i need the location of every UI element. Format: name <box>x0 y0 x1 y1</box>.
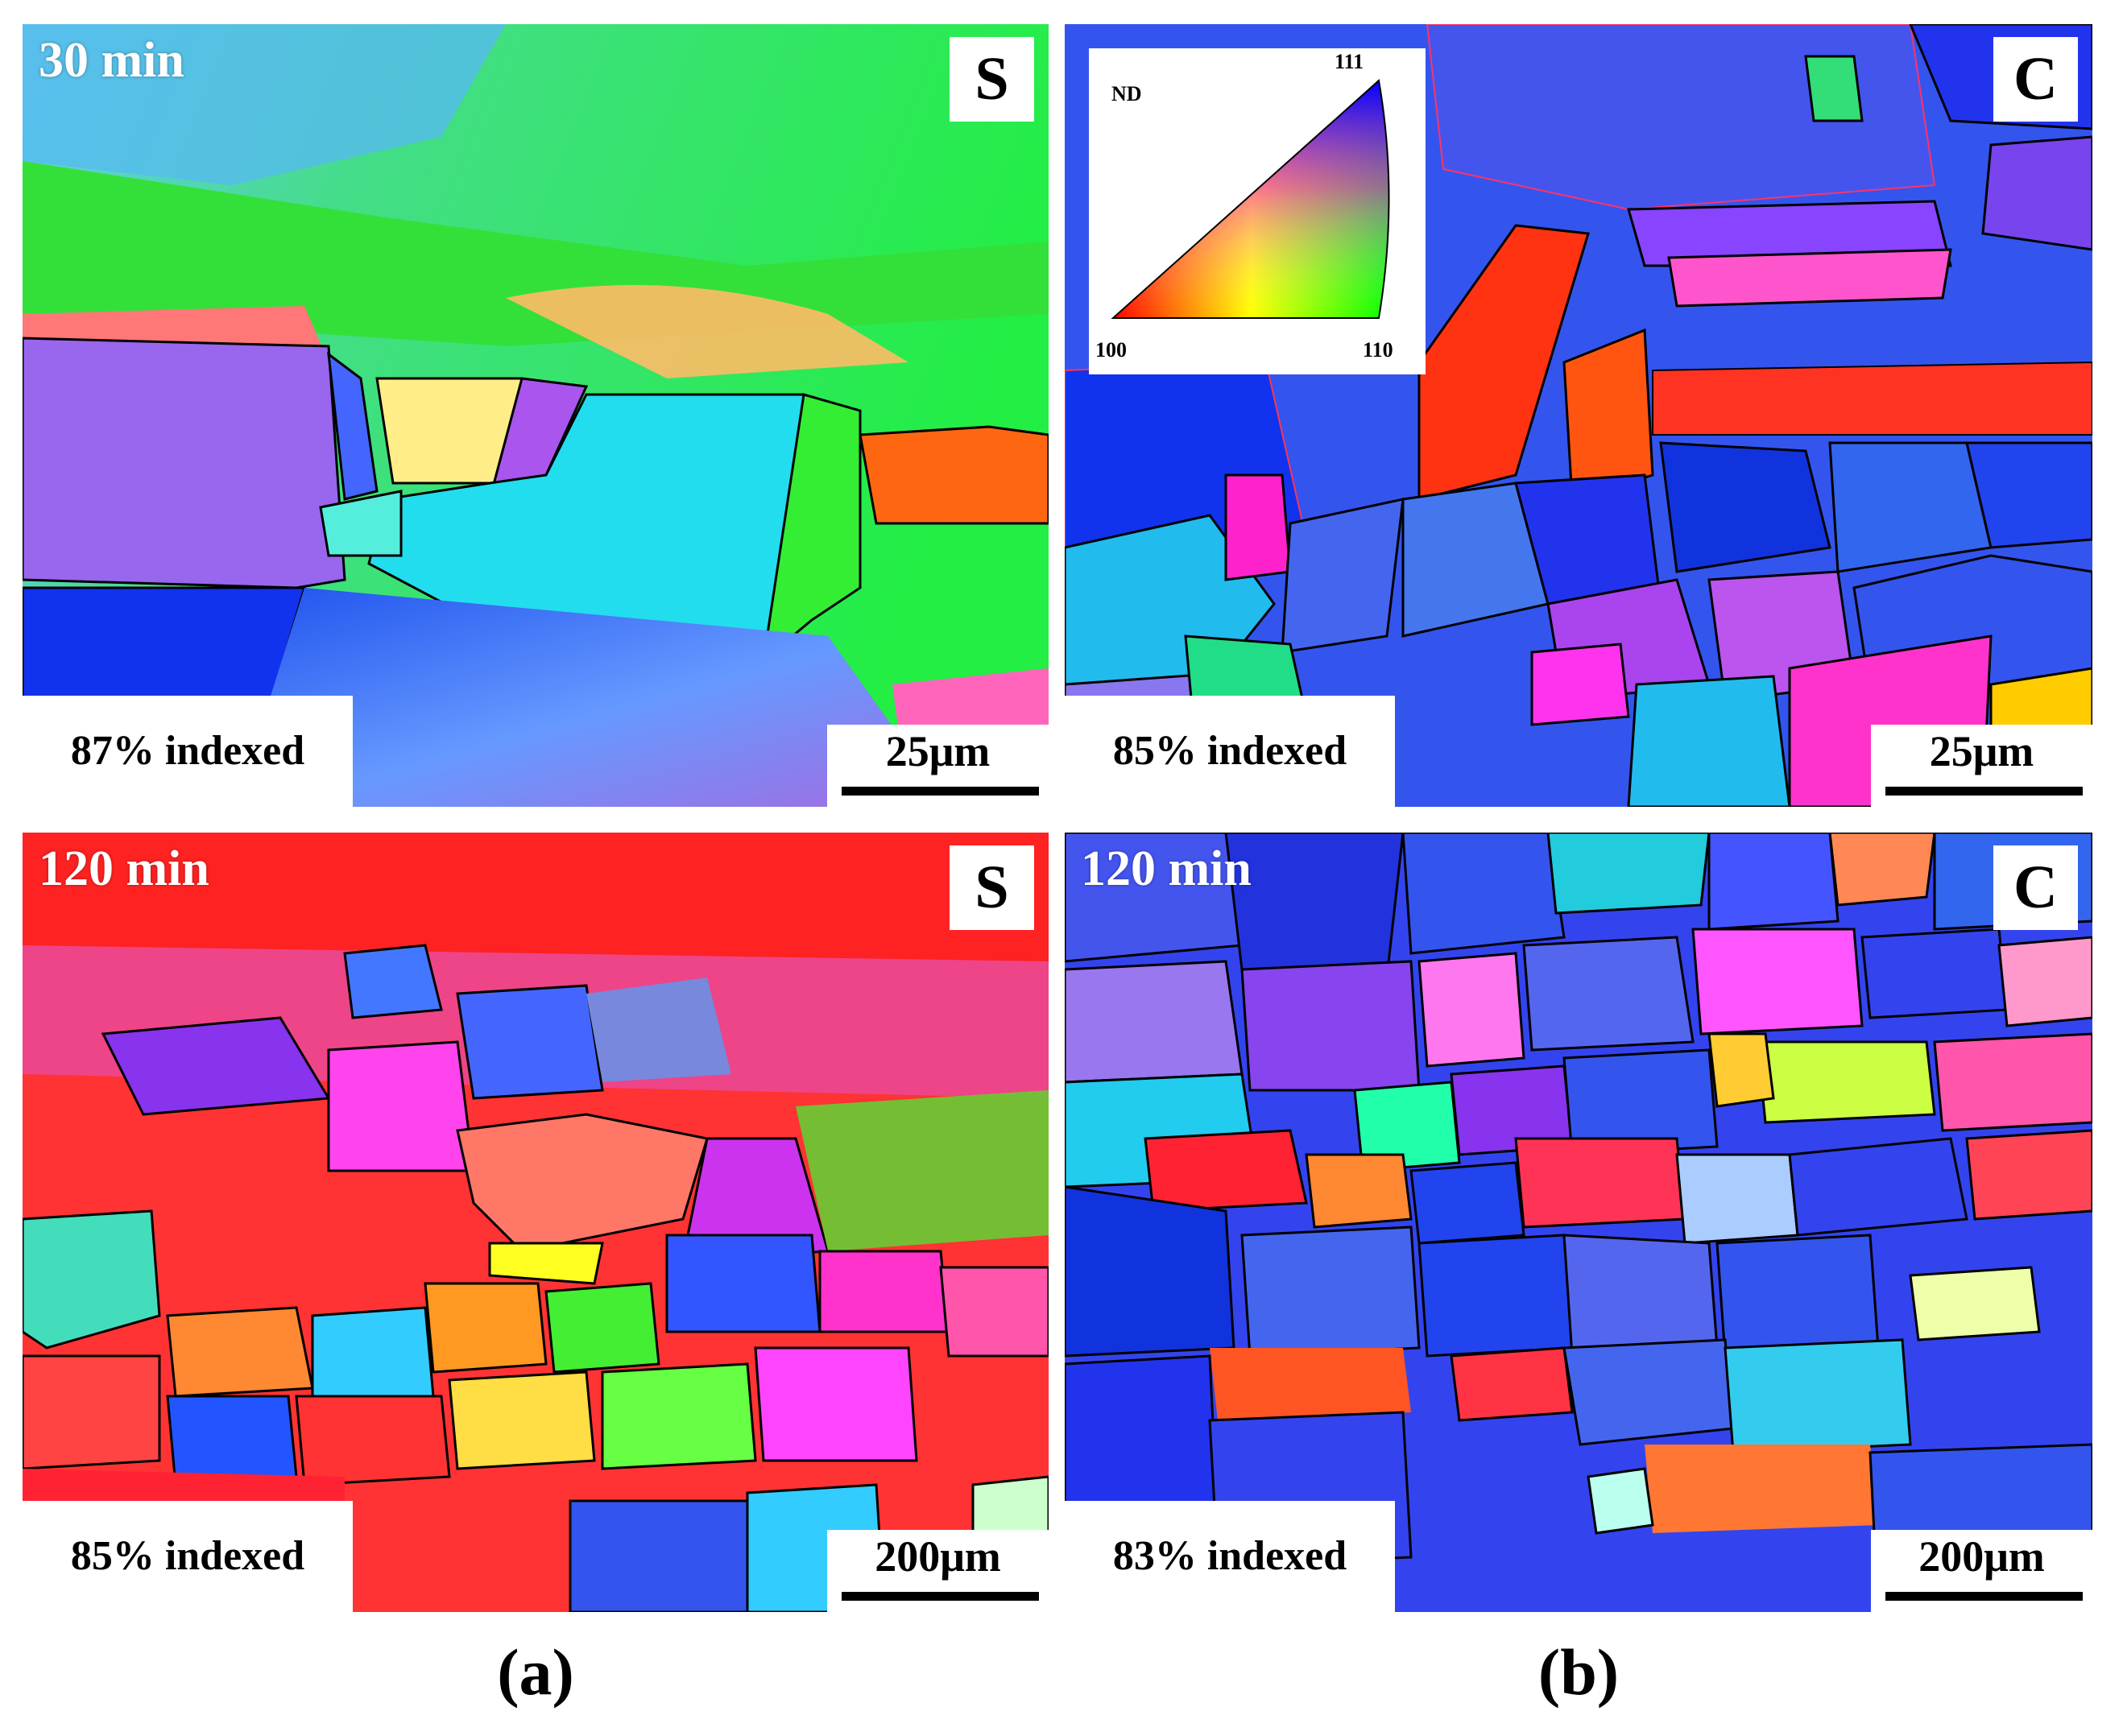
scale-bar: 200μm <box>827 1530 1049 1612</box>
scale-bar-line <box>842 1592 1039 1601</box>
section-letter: C <box>1993 845 2078 930</box>
ebsd-map-b-120min: 120 min C 83% indexed 200μm <box>1065 833 2092 1612</box>
indexed-percentage: 85% indexed <box>1065 696 1395 807</box>
ebsd-map-a-30min: 30 min S 87% indexed 25μm <box>23 24 1049 807</box>
scale-bar-label: 25μm <box>885 727 991 775</box>
orientation-map-image <box>1065 833 2092 1612</box>
orientation-map-image <box>23 833 1049 1612</box>
ipf-corner-111: 111 <box>1335 50 1364 73</box>
ebsd-map-a-120min: 120 min S 85% indexed 200μm <box>23 833 1049 1612</box>
ipf-triangle <box>1111 79 1390 319</box>
scale-bar-label: 25μm <box>1929 727 2034 775</box>
section-letter: C <box>1993 37 2078 122</box>
section-letter: S <box>950 37 1034 122</box>
ipf-color-legend: ND 111 100 110 <box>1089 48 1426 374</box>
scale-bar: 25μm <box>827 725 1049 807</box>
ipf-corner-110: 110 <box>1363 338 1393 362</box>
ebsd-map-b-30min: ND 111 100 110 C 85% indexed 25μm <box>1065 24 2092 807</box>
scale-bar: 25μm <box>1871 725 2092 807</box>
indexed-percentage: 85% indexed <box>23 1501 353 1612</box>
scale-bar-line <box>842 787 1039 796</box>
indexed-percentage: 83% indexed <box>1065 1501 1395 1612</box>
sub-figure-label-b: (b) <box>1537 1635 1620 1709</box>
time-label: 30 min <box>39 33 184 88</box>
time-label: 120 min <box>1081 841 1252 896</box>
indexed-percentage: 87% indexed <box>23 696 353 807</box>
time-label: 120 min <box>39 841 209 896</box>
scale-bar-label: 200μm <box>875 1532 1001 1581</box>
scale-bar-line <box>1885 787 2083 796</box>
ipf-corner-100: 100 <box>1095 338 1127 362</box>
ipf-axis-label: ND <box>1111 82 1142 105</box>
scale-bar-label: 200μm <box>1918 1532 2045 1581</box>
scale-bar: 200μm <box>1871 1530 2092 1612</box>
orientation-map-image <box>23 24 1049 807</box>
section-letter: S <box>950 845 1034 930</box>
sub-figure-label-a: (a) <box>497 1635 574 1709</box>
scale-bar-line <box>1885 1592 2083 1601</box>
